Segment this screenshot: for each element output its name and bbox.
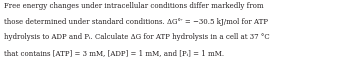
Text: those determined under standard conditions. ΔG°′ = −30.5 kJ/mol for ATP: those determined under standard conditio…: [4, 18, 268, 26]
Text: hydrolysis to ADP and Pᵢ. Calculate ΔG for ATP hydrolysis in a cell at 37 °C: hydrolysis to ADP and Pᵢ. Calculate ΔG f…: [4, 33, 270, 41]
Text: that contains [ATP] = 3 mM, [ADP] = 1 mM, and [Pᵢ] = 1 mM.: that contains [ATP] = 3 mM, [ADP] = 1 mM…: [4, 49, 224, 57]
Text: Free energy changes under intracellular conditions differ markedly from: Free energy changes under intracellular …: [4, 2, 264, 10]
